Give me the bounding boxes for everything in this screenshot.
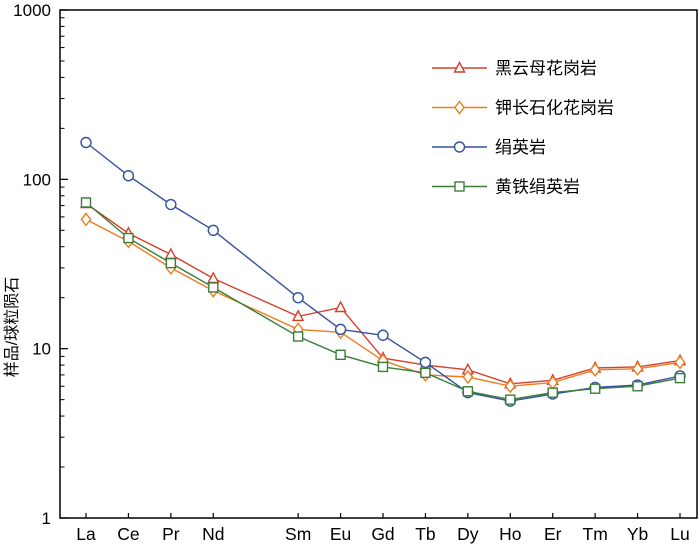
x-category-label: Tb [415, 524, 435, 544]
triangle-marker-icon [334, 300, 347, 313]
legend-label: 绢英岩 [495, 138, 546, 157]
diamond-marker-icon [632, 361, 644, 376]
square-marker-icon [420, 367, 431, 379]
x-category-label: Yb [627, 524, 648, 544]
square-marker-icon [454, 181, 465, 192]
x-category-label: Nd [202, 524, 224, 544]
series-line-3 [85, 201, 681, 401]
square-marker-icon [377, 361, 389, 373]
y-tick-label: 1 [42, 509, 51, 528]
diamond-marker-icon [80, 212, 92, 227]
square-marker-icon [674, 372, 686, 384]
square-marker-icon [632, 381, 643, 392]
square-marker-icon [462, 386, 474, 397]
x-category-label: Tm [583, 524, 608, 544]
triangle-marker-icon [291, 309, 305, 322]
circle-marker-icon [165, 198, 177, 211]
y-tick-label: 100 [23, 170, 51, 189]
legend-item-1: 钾长石化花岗岩 [432, 98, 614, 117]
triangle-marker-icon [453, 60, 466, 73]
square-marker-icon [292, 331, 304, 342]
diamond-marker-icon [547, 375, 559, 390]
x-category-label: La [76, 524, 96, 544]
x-category-label: Er [544, 524, 562, 544]
square-marker-icon [505, 394, 516, 405]
plot-frame [59, 9, 698, 519]
square-marker-icon [547, 387, 558, 398]
legend-item-0: 黑云母花岗岩 [432, 59, 597, 78]
x-category-label: Ho [499, 524, 521, 544]
legend-item-3: 黄铁绢英岩 [432, 177, 580, 196]
series-line-0 [85, 202, 681, 385]
y-tick-label: 1000 [13, 1, 51, 20]
legend-item-2: 绢英岩 [432, 138, 546, 157]
x-category-label: Gd [371, 524, 394, 544]
circle-marker-icon [453, 141, 466, 153]
x-category-label: Eu [330, 524, 351, 544]
square-marker-icon [165, 257, 177, 269]
triangle-marker-icon [207, 271, 220, 284]
circle-marker-icon [207, 224, 219, 237]
diamond-marker-icon [589, 362, 601, 377]
circle-marker-icon [419, 356, 432, 369]
square-marker-icon [123, 232, 134, 244]
series-line-1 [85, 218, 681, 387]
diamond-marker-icon [462, 369, 474, 385]
x-category-label: Sm [285, 524, 311, 544]
y-tick-label: 10 [32, 340, 51, 359]
legend-label: 黑云母花岗岩 [495, 59, 597, 78]
legend-label: 钾长石化花岗岩 [495, 98, 614, 117]
square-marker-icon [335, 349, 346, 360]
circle-marker-icon [292, 291, 304, 304]
y-axis-title: 样品/球粒陨石 [3, 277, 21, 377]
x-category-label: Ce [117, 524, 139, 544]
circle-marker-icon [334, 323, 347, 336]
square-marker-icon [80, 197, 92, 208]
circle-marker-icon [80, 136, 92, 149]
circle-marker-icon [377, 329, 389, 341]
diamond-marker-icon [674, 355, 686, 370]
circle-marker-icon [122, 170, 135, 182]
square-marker-icon [589, 383, 601, 394]
x-category-label: Lu [670, 524, 689, 544]
legend-label: 黄铁绢英岩 [495, 177, 580, 196]
square-marker-icon [208, 282, 219, 293]
x-category-label: Dy [457, 524, 479, 544]
triangle-marker-icon [164, 247, 178, 260]
x-category-label: Pr [162, 524, 180, 544]
series-line-2 [85, 141, 681, 402]
diamond-marker-icon [454, 100, 465, 115]
diamond-marker-icon [504, 379, 516, 394]
